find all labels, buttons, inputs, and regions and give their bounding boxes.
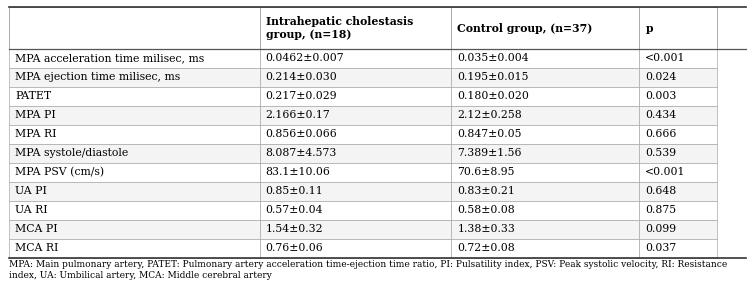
Text: UA PI: UA PI [15,186,46,196]
Text: Intrahepatic cholestasis
group, (n=18): Intrahepatic cholestasis group, (n=18) [266,16,413,40]
Text: MPA: Main pulmonary artery, PATET: Pulmonary artery acceleration time-ejection t: MPA: Main pulmonary artery, PATET: Pulmo… [9,260,728,280]
Bar [452,182,639,201]
Bar [639,68,717,87]
Bar [639,7,717,49]
Text: PATET: PATET [15,91,51,101]
Text: 0.214±0.030: 0.214±0.030 [266,72,338,82]
Bar [260,87,452,106]
Text: MPA RI: MPA RI [15,129,56,139]
Text: 70.6±8.95: 70.6±8.95 [458,167,514,177]
Bar [639,87,717,106]
Bar [452,68,639,87]
Text: 8.087±4.573: 8.087±4.573 [266,148,337,158]
Text: 0.024: 0.024 [645,72,676,82]
Bar [9,182,260,201]
Text: 0.099: 0.099 [645,224,676,234]
Bar [9,106,260,125]
Bar [260,182,452,201]
Text: Control group, (n=37): Control group, (n=37) [458,23,592,34]
Bar [452,220,639,239]
Text: MPA acceleration time milisec, ms: MPA acceleration time milisec, ms [15,54,204,63]
Text: 0.847±0.05: 0.847±0.05 [458,129,522,139]
Text: <0.001: <0.001 [645,167,686,177]
Text: 0.035±0.004: 0.035±0.004 [458,54,529,63]
Bar [260,7,452,49]
Text: 0.217±0.029: 0.217±0.029 [266,91,338,101]
Bar [452,106,639,125]
Text: 0.539: 0.539 [645,148,676,158]
Bar [260,68,452,87]
Text: 83.1±10.06: 83.1±10.06 [266,167,331,177]
Bar [452,239,639,258]
Bar [639,144,717,163]
Bar [260,125,452,144]
Bar [9,87,260,106]
Bar [260,49,452,68]
Text: 0.037: 0.037 [645,243,676,253]
Text: MPA ejection time milisec, ms: MPA ejection time milisec, ms [15,72,180,82]
Bar [9,220,260,239]
Text: 0.434: 0.434 [645,110,676,120]
Bar [260,201,452,220]
Text: 0.58±0.08: 0.58±0.08 [458,205,515,215]
Bar [260,163,452,182]
Text: 0.83±0.21: 0.83±0.21 [458,186,515,196]
Text: 0.666: 0.666 [645,129,676,139]
Text: 1.38±0.33: 1.38±0.33 [458,224,515,234]
Bar [639,239,717,258]
Text: 0.003: 0.003 [645,91,676,101]
Text: 0.0462±0.007: 0.0462±0.007 [266,54,344,63]
Text: MCA PI: MCA PI [15,224,58,234]
Text: <0.001: <0.001 [645,54,686,63]
Bar [452,7,639,49]
Bar [260,239,452,258]
Bar [639,125,717,144]
Text: 0.875: 0.875 [645,205,676,215]
Text: 2.12±0.258: 2.12±0.258 [458,110,522,120]
Bar [639,182,717,201]
Text: 0.76±0.06: 0.76±0.06 [266,243,323,253]
Bar [452,163,639,182]
Bar [452,125,639,144]
Bar [9,125,260,144]
Bar [639,106,717,125]
Text: 0.648: 0.648 [645,186,676,196]
Bar [639,201,717,220]
Text: 1.54±0.32: 1.54±0.32 [266,224,323,234]
Bar [9,7,260,49]
Bar [452,87,639,106]
Text: 0.195±0.015: 0.195±0.015 [458,72,529,82]
Text: 0.85±0.11: 0.85±0.11 [266,186,323,196]
Text: 7.389±1.56: 7.389±1.56 [458,148,522,158]
Text: 2.166±0.17: 2.166±0.17 [266,110,331,120]
Bar [9,144,260,163]
Bar [452,49,639,68]
Text: p: p [645,23,652,34]
Text: MCA RI: MCA RI [15,243,58,253]
Text: 0.180±0.020: 0.180±0.020 [458,91,530,101]
Bar [452,201,639,220]
Bar [9,201,260,220]
Text: MPA systole/diastole: MPA systole/diastole [15,148,128,158]
Text: 0.856±0.066: 0.856±0.066 [266,129,338,139]
Bar [639,49,717,68]
Bar [260,106,452,125]
Text: 0.57±0.04: 0.57±0.04 [266,205,323,215]
Bar [639,220,717,239]
Text: UA RI: UA RI [15,205,48,215]
Text: MPA PI: MPA PI [15,110,55,120]
Text: 0.72±0.08: 0.72±0.08 [458,243,515,253]
Bar [260,144,452,163]
Text: MPA PSV (cm/s): MPA PSV (cm/s) [15,167,104,178]
Bar [9,239,260,258]
Bar [9,163,260,182]
Bar [452,144,639,163]
Bar [639,163,717,182]
Bar [9,68,260,87]
Bar [260,220,452,239]
Bar [9,49,260,68]
